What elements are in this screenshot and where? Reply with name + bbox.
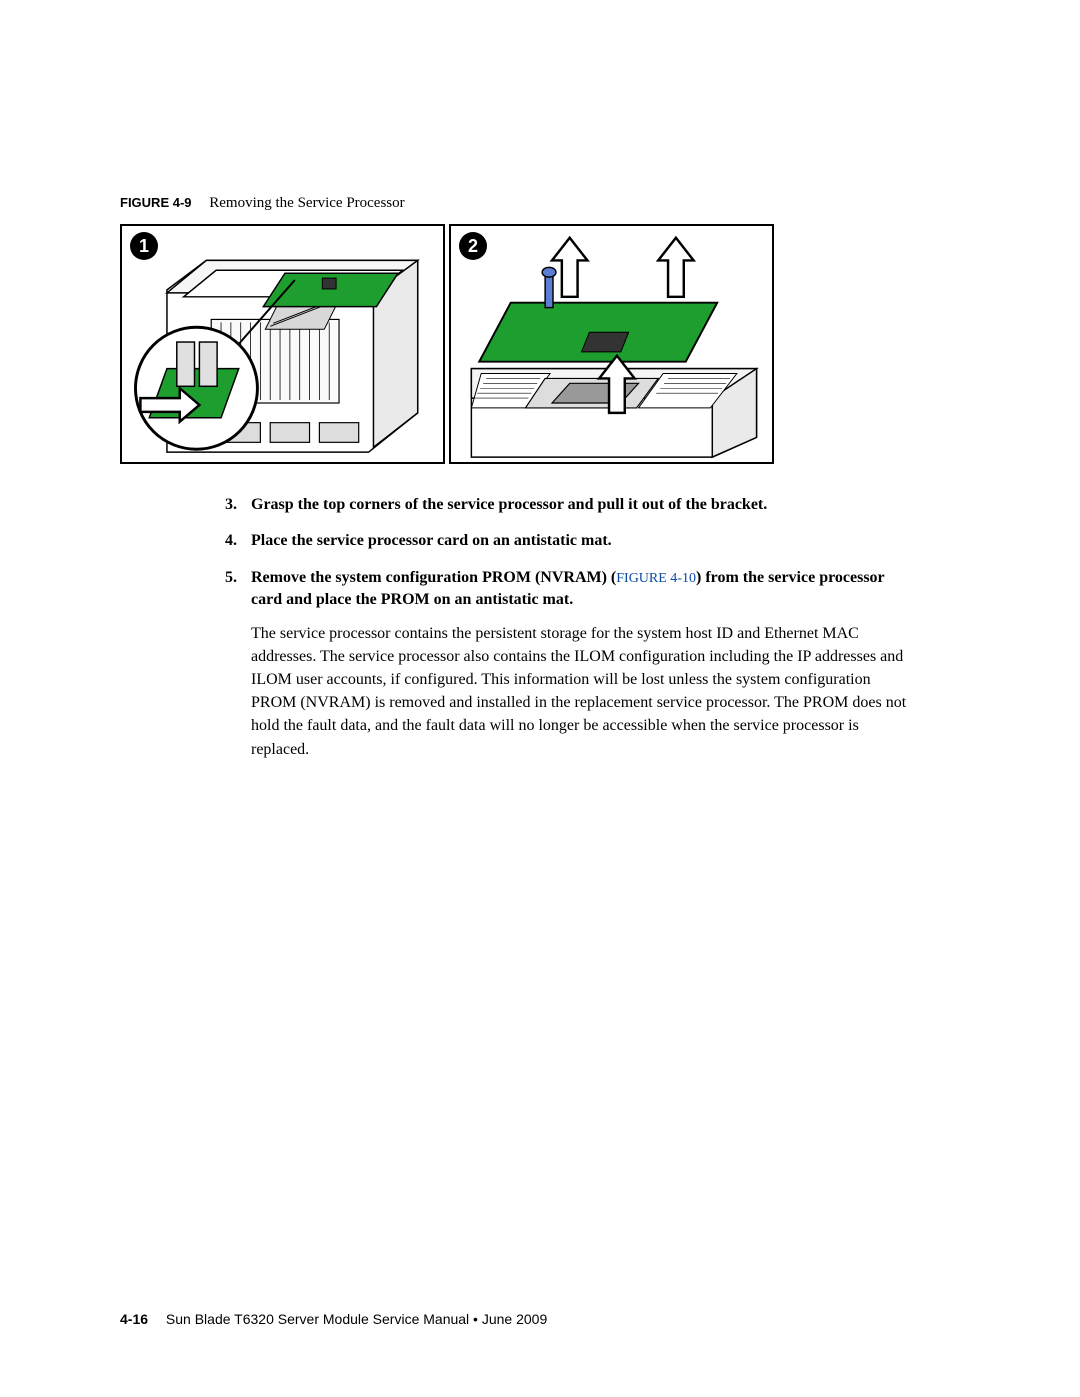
figure-container: 1	[120, 224, 970, 464]
step-4: 4. Place the service processor card on a…	[225, 530, 910, 552]
step-text-before: Remove the system configuration PROM (NV…	[251, 569, 616, 586]
figure-label: FIGURE 4-9	[120, 195, 192, 210]
step-number: 3.	[225, 494, 245, 516]
steps-list: 3. Grasp the top corners of the service …	[120, 494, 970, 761]
page-footer: 4-16 Sun Blade T6320 Server Module Servi…	[120, 1311, 547, 1327]
figure-title: Removing the Service Processor	[209, 195, 404, 211]
server-diagram-1-icon	[122, 226, 443, 462]
panel-badge-1: 1	[130, 232, 158, 260]
step-number: 5.	[225, 567, 245, 761]
step-3: 3. Grasp the top corners of the service …	[225, 494, 910, 516]
figure-panel-2: 2	[449, 224, 774, 464]
step-5: 5. Remove the system configuration PROM …	[225, 567, 910, 761]
document-page: FIGURE 4-9 Removing the Service Processo…	[0, 0, 1080, 1397]
page-number: 4-16	[120, 1311, 148, 1327]
panel-badge-2: 2	[459, 232, 487, 260]
step-text: Grasp the top corners of the service pro…	[251, 494, 910, 516]
footer-text: Sun Blade T6320 Server Module Service Ma…	[166, 1311, 547, 1327]
server-diagram-2-icon	[451, 226, 772, 462]
step-paragraph: The service processor contains the persi…	[251, 622, 910, 761]
step-number: 4.	[225, 530, 245, 552]
step-text: Place the service processor card on an a…	[251, 530, 910, 552]
figure-link[interactable]: FIGURE 4-10	[616, 571, 696, 586]
figure-caption: FIGURE 4-9 Removing the Service Processo…	[120, 195, 970, 212]
figure-panel-1: 1	[120, 224, 445, 464]
